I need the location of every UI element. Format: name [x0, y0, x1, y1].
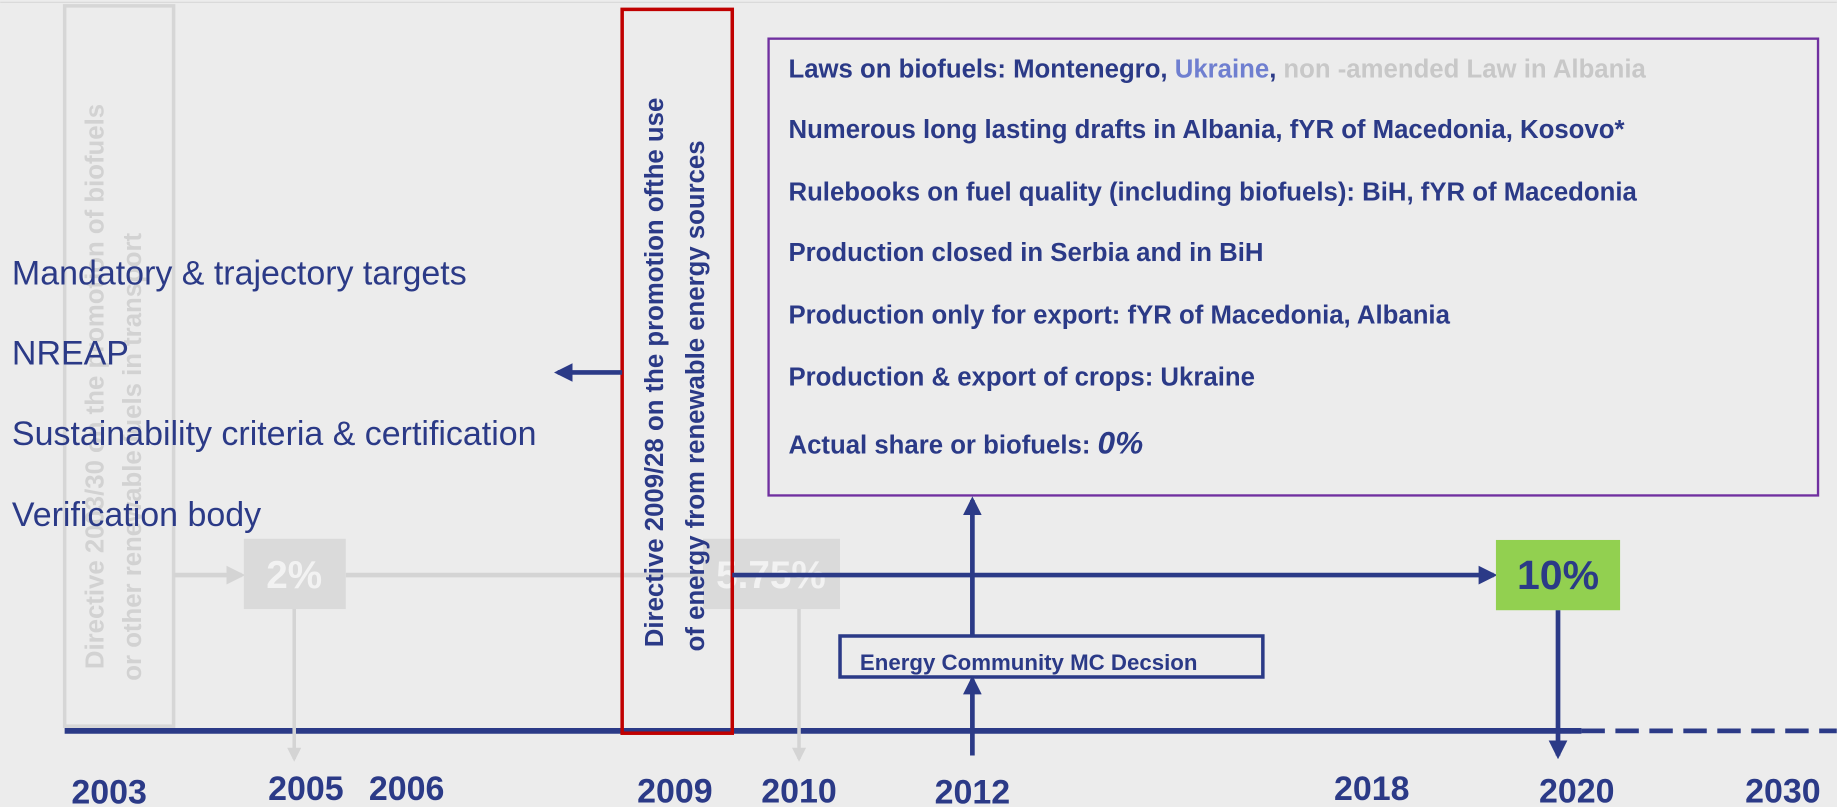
status-text: Laws on biofuels: Montenegro, [788, 55, 1174, 83]
decision-box [838, 634, 1265, 679]
status-text: Actual share or biofuels: [788, 431, 1097, 459]
status-line: Numerous long lasting drafts in Albania,… [788, 116, 1624, 144]
target-box [243, 538, 346, 610]
target-label: 2% [266, 554, 322, 597]
status-line: Production closed in Serbia and in BiH [788, 239, 1263, 267]
new-directive-text: of energy from renewable energy sources [682, 140, 710, 651]
year-label: 2012 [935, 773, 1011, 807]
requirement: NREAP [12, 334, 129, 372]
old-directive-text: Directive 2003/30 on the promotion of bi… [81, 104, 109, 669]
requirement: Sustainability criteria & certification [12, 415, 537, 453]
year-label: 2020 [1539, 772, 1615, 807]
status-text: Ukraine [1175, 55, 1269, 83]
status-text: , [1269, 55, 1276, 83]
old-directive-box [62, 4, 176, 728]
status-line: Actual share or biofuels: 0% [788, 424, 1143, 460]
year-label: 2030 [1745, 772, 1821, 807]
new-directive-box [620, 7, 735, 735]
status-line: Laws on biofuels: Montenegro, Ukraine, no… [788, 55, 1646, 83]
year-label: 2010 [761, 772, 837, 807]
status-line: Rulebooks on fuel quality (including bio… [788, 178, 1637, 206]
status-line: Production only for export: fYR of Maced… [788, 301, 1450, 329]
status-text: 0% [1098, 424, 1144, 460]
year-label: 2005 [268, 770, 344, 807]
year-label: 2009 [637, 772, 713, 807]
requirement: Verification body [12, 496, 261, 534]
requirement: Mandatory & trajectory targets [12, 255, 467, 293]
status-box [767, 37, 1820, 497]
status-text: non -amended Law in Albania [1283, 55, 1646, 83]
year-label: 2018 [1334, 770, 1410, 807]
status-line: Production & export of crops: Ukraine [788, 363, 1254, 391]
decision-label: Energy Community MC Decsion [860, 650, 1198, 675]
year-label: 2003 [71, 773, 147, 807]
target-box [1495, 539, 1621, 611]
new-directive-text: Directive 2009/28 on the promotion ofthe… [641, 98, 669, 647]
target-label: 10% [1517, 552, 1599, 598]
year-label: 2006 [369, 770, 445, 807]
old-directive-text: or other renewable fuels in transport [119, 232, 147, 680]
